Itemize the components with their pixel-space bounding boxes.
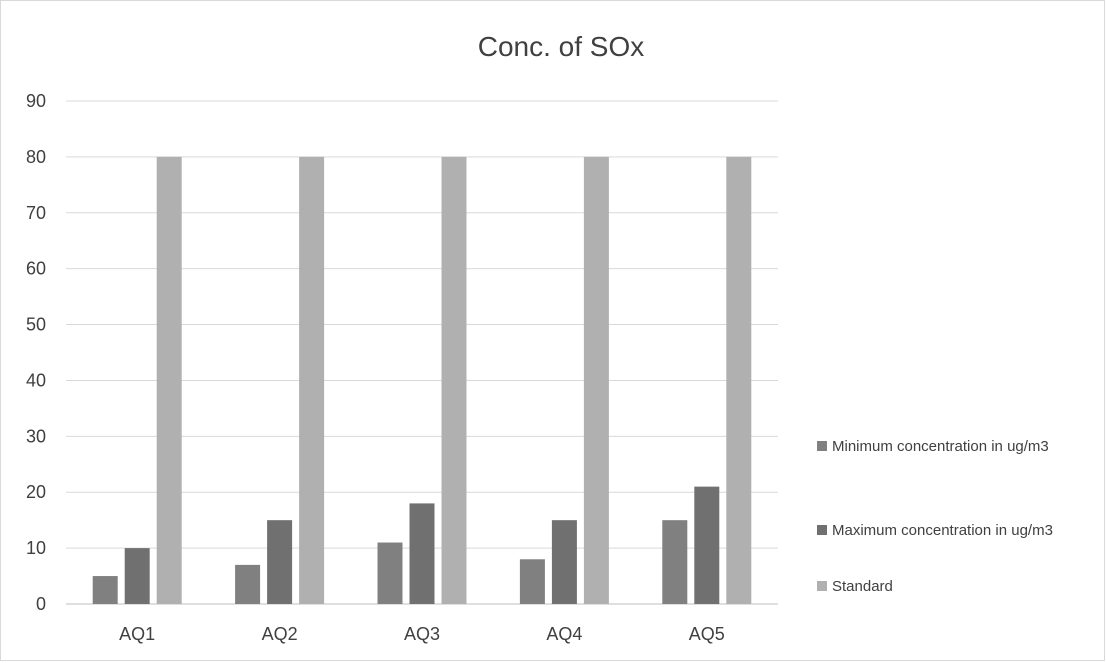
bar-aq1-series-3 [156,156,182,604]
chart-title: Conc. of SOx [478,31,645,62]
bar-aq3-series-3 [441,156,467,604]
y-tick-label: 60 [26,259,46,279]
y-tick-label: 50 [26,315,46,335]
y-tick-label: 30 [26,426,46,446]
bar-aq3-series-2 [409,503,435,604]
legend-label: Maximum concentration in ug/m3 [832,522,1053,539]
bar-aq3-series-1 [377,542,403,604]
y-tick-label: 70 [26,203,46,223]
legend: Minimum concentration in ug/m3 Maximum co… [817,438,1053,595]
legend-label: Minimum concentration in ug/m3 [832,438,1049,455]
y-tick-label: 0 [36,594,46,614]
legend-swatch [817,441,827,451]
y-axis-ticks: 0 10 20 30 40 50 60 70 80 90 [26,91,46,614]
gridlines [66,100,778,605]
y-tick-label: 90 [26,91,46,111]
legend-swatch [817,581,827,591]
bar-aq4-series-2 [551,520,577,604]
bar-aq4-series-3 [583,156,609,604]
x-tick-label: AQ2 [262,624,298,644]
y-tick-label: 80 [26,147,46,167]
bar-aq2-series-3 [299,156,325,604]
x-tick-label: AQ3 [404,624,440,644]
x-tick-label: AQ4 [546,624,582,644]
bar-aq2-series-2 [267,520,293,604]
bar-aq1-series-2 [124,548,150,604]
y-tick-label: 20 [26,482,46,502]
bars [92,156,752,604]
y-tick-label: 40 [26,370,46,390]
bar-aq4-series-1 [519,559,545,604]
x-tick-label: AQ5 [689,624,725,644]
bar-aq5-series-1 [662,520,688,604]
bar-aq5-series-3 [726,156,752,604]
y-tick-label: 10 [26,538,46,558]
x-tick-label: AQ1 [119,624,155,644]
bar-aq5-series-2 [694,486,720,604]
legend-label: Standard [832,578,893,595]
bar-aq2-series-1 [235,564,261,604]
legend-swatch [817,525,827,535]
x-axis-ticks: AQ1 AQ2 AQ3 AQ4 AQ5 [119,624,725,644]
bar-aq1-series-1 [92,576,118,604]
